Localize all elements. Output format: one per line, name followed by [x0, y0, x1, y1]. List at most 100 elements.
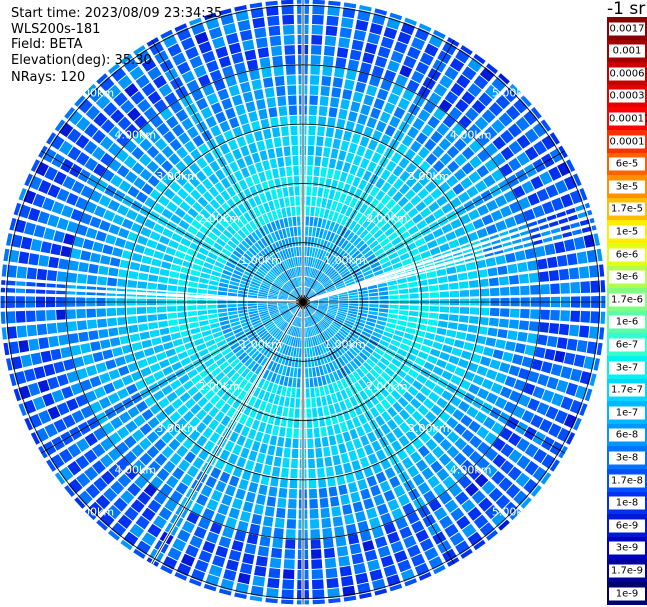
range-gate: [124, 466, 139, 481]
range-gate: [273, 137, 282, 148]
range-gate: [579, 266, 590, 279]
range-gate: [281, 207, 287, 218]
range-gate: [78, 98, 93, 114]
range-gate: [235, 266, 245, 273]
ray: [133, 306, 300, 559]
range-gate: [190, 327, 201, 335]
range-gate: [455, 540, 470, 555]
ray: [307, 119, 552, 299]
range-gate: [318, 344, 324, 355]
range-gate: [379, 387, 390, 398]
range-gate: [178, 374, 190, 385]
range-gate: [439, 75, 453, 89]
range-gate: [250, 281, 261, 287]
range-gate: [259, 443, 268, 454]
range-gate: [284, 283, 292, 291]
range-gate: [139, 168, 153, 181]
range-gate: [285, 335, 291, 345]
range-gate: [84, 157, 98, 172]
range-gate: [146, 306, 157, 314]
range-gate: [87, 319, 98, 329]
range-gate: [285, 55, 296, 65]
range-gate: [379, 480, 391, 493]
range-gate: [323, 55, 334, 67]
ray: [308, 302, 603, 356]
range-gate: [292, 278, 297, 288]
range-gate: [325, 220, 332, 230]
range-gate: [458, 191, 470, 204]
range-gate: [566, 253, 578, 266]
range-gate: [484, 142, 498, 157]
range-gate: [352, 176, 361, 188]
range-gate: [200, 325, 211, 332]
range-gate: [260, 284, 270, 290]
range-gate: [253, 338, 262, 347]
ray: [54, 119, 299, 299]
range-gate: [397, 277, 407, 284]
range-gate: [510, 286, 520, 296]
range-gate: [364, 324, 375, 331]
range-gate: [243, 382, 252, 392]
range-gate: [158, 320, 169, 328]
range-gate: [495, 94, 511, 110]
range-gate: [357, 312, 368, 317]
range-gate: [296, 388, 301, 398]
range-gate: [523, 478, 538, 494]
range-gate: [172, 538, 187, 552]
range-gate: [495, 220, 507, 232]
range-gate: [30, 238, 42, 252]
range-gate: [156, 243, 167, 253]
ray: [303, 307, 325, 605]
range-gate: [78, 490, 93, 506]
range-gate: [269, 256, 277, 266]
range-gate: [532, 205, 545, 218]
range-gate: [343, 595, 357, 602]
range-gate: [315, 285, 323, 293]
elevation-label: Elevation(deg): 35.30: [11, 53, 152, 68]
range-gate: [150, 114, 164, 128]
range-gate: [50, 454, 65, 469]
range-gate: [433, 29, 446, 39]
range-gate: [247, 331, 257, 339]
range-gate: [125, 420, 138, 433]
range-gate: [395, 385, 406, 396]
range-gate: [281, 386, 287, 397]
range-gate: [313, 356, 318, 367]
range-gate: [224, 440, 235, 452]
range-gate: [53, 418, 67, 433]
range-gate: [287, 248, 292, 258]
range-gate: [337, 345, 346, 354]
range-gate: [375, 449, 387, 461]
range-gate: [530, 414, 544, 428]
range-gate: [389, 583, 403, 592]
range-gate: [324, 241, 331, 251]
range-gate: [239, 511, 251, 523]
range-gate: [287, 314, 294, 323]
range-gate: [106, 308, 117, 317]
range-gate: [77, 320, 88, 331]
range-gate: [343, 322, 353, 329]
range-gate: [254, 352, 263, 362]
range-gate: [323, 316, 332, 324]
range-gate: [177, 404, 189, 416]
range-gate: [232, 398, 242, 409]
range-gate: [531, 358, 543, 371]
range-gate: [360, 158, 370, 169]
range-gate: [336, 118, 346, 130]
range-gate: [345, 152, 355, 164]
range-gate: [425, 181, 437, 193]
range-gate: [296, 347, 300, 358]
range-gate: [111, 67, 127, 82]
range-gate: [278, 297, 288, 300]
range-gate: [253, 322, 263, 329]
range-gate: [253, 398, 262, 409]
legend-swatch: 1.7e-5: [607, 197, 647, 221]
range-gate: [322, 354, 328, 364]
range-gate: [403, 55, 417, 69]
legend-swatch: 6e-5: [607, 152, 647, 176]
range-gate: [294, 408, 300, 418]
legend-swatch: 1.7e-7: [607, 378, 647, 402]
range-gate: [600, 280, 606, 293]
range-gate: [135, 379, 147, 390]
range-gate: [364, 444, 374, 456]
